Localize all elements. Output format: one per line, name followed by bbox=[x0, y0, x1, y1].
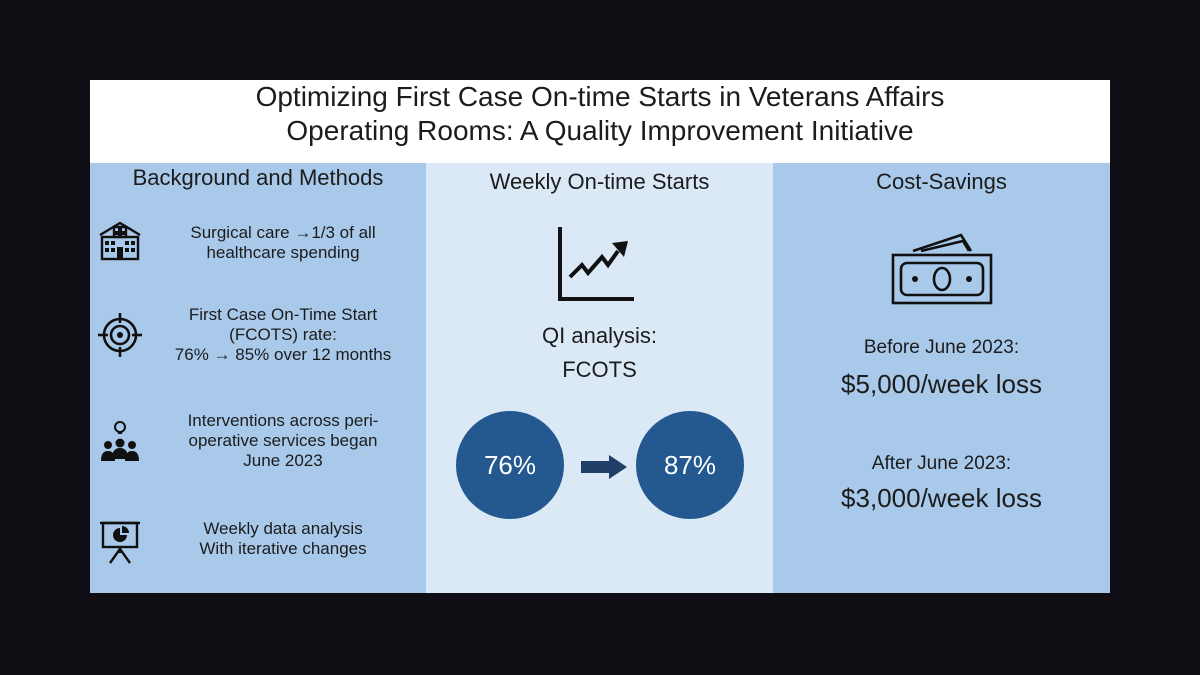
fcots-line-2: (FCOTS) rate: bbox=[229, 325, 337, 344]
fcots-line-3: 76% → 85% over 12 months bbox=[174, 345, 392, 364]
after-june-value: $3,000/week loss bbox=[841, 483, 1042, 513]
target-icon bbox=[98, 313, 142, 357]
weekly-on-time-starts-heading: Weekly On-time Starts bbox=[489, 169, 710, 194]
presentation-chart-icon bbox=[100, 521, 140, 564]
weekly-analysis-line-1: Weekly data analysis bbox=[203, 519, 363, 538]
surgical-care-line-1: Surgical care →1/3 of all bbox=[190, 223, 376, 242]
infographic-card: Optimizing First Case On-time Starts in … bbox=[90, 80, 1110, 593]
after-june-label: After June 2023: bbox=[871, 453, 1012, 474]
weekly-on-time-starts-panel: Weekly On-time Starts QI analysis: FCOTS… bbox=[426, 163, 773, 593]
surgical-care-line-2: healthcare spending bbox=[206, 243, 360, 262]
before-fcots-circle: 76% bbox=[456, 411, 564, 519]
team-idea-icon bbox=[101, 421, 139, 461]
before-june-value: $5,000/week loss bbox=[841, 369, 1042, 399]
interventions-line-2: operative services began bbox=[188, 431, 378, 450]
trend-up-chart-icon bbox=[558, 227, 634, 301]
weekly-analysis-line-2: With iterative changes bbox=[199, 539, 367, 558]
fcots-line-1: First Case On-Time Start bbox=[188, 305, 378, 324]
title-line-1: Optimizing First Case On-time Starts in … bbox=[255, 81, 945, 112]
background-methods-panel: Background and Methods Surgical bbox=[90, 163, 426, 593]
interventions-line-3: June 2023 bbox=[243, 451, 323, 470]
title-band: Optimizing First Case On-time Starts in … bbox=[90, 80, 1110, 163]
money-icon bbox=[891, 233, 993, 305]
interventions-line-1: Interventions across peri- bbox=[187, 411, 379, 430]
right-arrow-icon bbox=[581, 455, 627, 479]
after-fcots-circle: 87% bbox=[636, 411, 744, 519]
cost-savings-heading: Cost-Savings bbox=[876, 169, 1007, 194]
qi-analysis-label: QI analysis: bbox=[542, 323, 657, 348]
hospital-icon bbox=[99, 221, 141, 261]
cost-savings-panel: Cost-Savings Before June 2023: $5,000/we… bbox=[773, 163, 1110, 593]
fcots-label: FCOTS bbox=[562, 357, 637, 382]
before-june-label: Before June 2023: bbox=[863, 337, 1020, 358]
title-line-2: Operating Rooms: A Quality Improvement I… bbox=[286, 115, 914, 146]
background-methods-heading: Background and Methods bbox=[132, 165, 384, 190]
